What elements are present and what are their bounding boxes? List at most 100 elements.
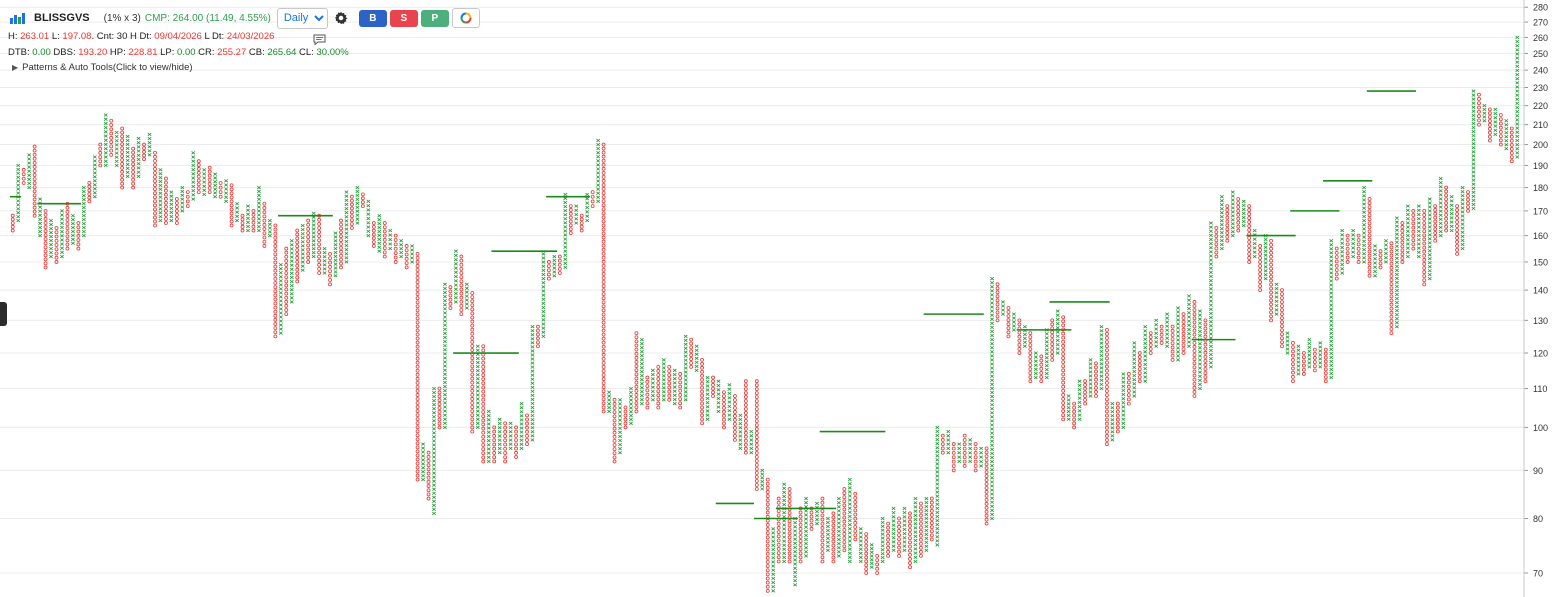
- x-box: [1416, 208, 1421, 213]
- x-box: [1274, 299, 1279, 304]
- x-box: [541, 276, 546, 281]
- x-box: [1230, 229, 1235, 234]
- x-box: [1394, 320, 1399, 325]
- o-box: [754, 455, 759, 459]
- o-box: [722, 417, 726, 422]
- x-box: [16, 214, 21, 219]
- o-box: [339, 230, 343, 235]
- o-box: [634, 355, 639, 360]
- x-box: [1394, 324, 1399, 329]
- x-box: [1307, 361, 1312, 365]
- x-box: [1460, 202, 1465, 206]
- gear-icon[interactable]: [334, 11, 348, 25]
- x-box: [858, 543, 863, 547]
- o-box: [1422, 213, 1427, 217]
- side-panel-handle[interactable]: [0, 302, 7, 326]
- x-box: [1132, 373, 1137, 378]
- o-box: [1498, 142, 1503, 147]
- o-box: [689, 337, 694, 342]
- x-box: [442, 290, 447, 295]
- x-box: [618, 418, 622, 422]
- x-box: [793, 529, 798, 533]
- x-box: [1230, 198, 1235, 202]
- x-box: [202, 168, 207, 172]
- o-box: [1422, 229, 1427, 234]
- o-box: [568, 227, 573, 232]
- o-box: [1192, 369, 1197, 374]
- o-box: [273, 313, 278, 318]
- x-box: [1405, 246, 1410, 250]
- x-column: [815, 501, 819, 526]
- x-box: [650, 381, 655, 385]
- x-box: [990, 447, 995, 452]
- o-box: [350, 226, 354, 230]
- o-box: [492, 429, 497, 434]
- x-box: [1438, 180, 1443, 185]
- o-box: [317, 271, 322, 275]
- x-box: [81, 185, 86, 190]
- x-box: [1329, 371, 1334, 376]
- o-box: [1455, 232, 1459, 236]
- x-box: [1274, 303, 1279, 308]
- o-box: [601, 340, 606, 345]
- o-box: [371, 236, 376, 241]
- o-box: [153, 163, 157, 167]
- patterns-toggle[interactable]: ▶ Patterns & Auto Tools(Click to view/hid…: [12, 62, 193, 73]
- x-box: [1143, 371, 1148, 375]
- o-box: [645, 388, 650, 393]
- x-box: [1307, 353, 1312, 357]
- x-box: [1329, 307, 1334, 311]
- x-box: [1394, 256, 1399, 261]
- x-box: [1022, 324, 1027, 329]
- x-box: [596, 150, 601, 155]
- p-button[interactable]: P: [420, 9, 449, 27]
- x-column: [256, 185, 261, 233]
- x-box: [1241, 199, 1246, 204]
- buy-button[interactable]: B: [358, 9, 387, 27]
- x-column: [191, 151, 196, 201]
- x-box: [202, 184, 207, 188]
- x-box: [1230, 214, 1235, 218]
- o-box: [1105, 409, 1109, 414]
- sell-button[interactable]: S: [389, 9, 418, 27]
- o-box: [842, 491, 847, 495]
- o-column: [656, 364, 661, 410]
- x-box: [27, 185, 32, 190]
- o-box: [984, 513, 989, 518]
- x-box: [1449, 195, 1454, 199]
- x-box: [782, 559, 787, 564]
- o-box: [1389, 274, 1394, 278]
- x-box: [891, 540, 896, 544]
- o-box: [1105, 348, 1109, 353]
- x-box: [1077, 409, 1082, 413]
- o-box: [754, 435, 759, 439]
- o-box: [1488, 115, 1492, 120]
- timeframe-select[interactable]: Daily: [276, 7, 328, 29]
- x-box: [1252, 246, 1257, 250]
- o-box: [842, 548, 847, 553]
- o-box: [1072, 409, 1077, 414]
- o-box: [601, 150, 606, 155]
- color-wheel-button[interactable]: [451, 8, 480, 28]
- x-box: [180, 189, 185, 194]
- o-box: [1411, 221, 1416, 226]
- comment-icon[interactable]: [313, 34, 326, 45]
- x-box: [1132, 382, 1137, 386]
- o-box: [339, 218, 343, 223]
- o-box: [1094, 394, 1098, 398]
- x-box: [224, 183, 229, 187]
- stat-value: 228.81: [128, 47, 158, 58]
- x-box: [1263, 269, 1268, 273]
- o-box: [1203, 371, 1208, 375]
- x-box: [793, 566, 798, 570]
- o-box: [973, 442, 978, 446]
- x-box: [1165, 324, 1170, 328]
- o-box: [32, 144, 37, 149]
- o-box: [43, 229, 48, 233]
- x-box: [442, 417, 447, 421]
- o-column: [940, 433, 945, 455]
- x-box: [1438, 213, 1443, 217]
- o-box: [1269, 310, 1273, 315]
- x-box: [990, 374, 995, 378]
- x-box: [180, 197, 185, 201]
